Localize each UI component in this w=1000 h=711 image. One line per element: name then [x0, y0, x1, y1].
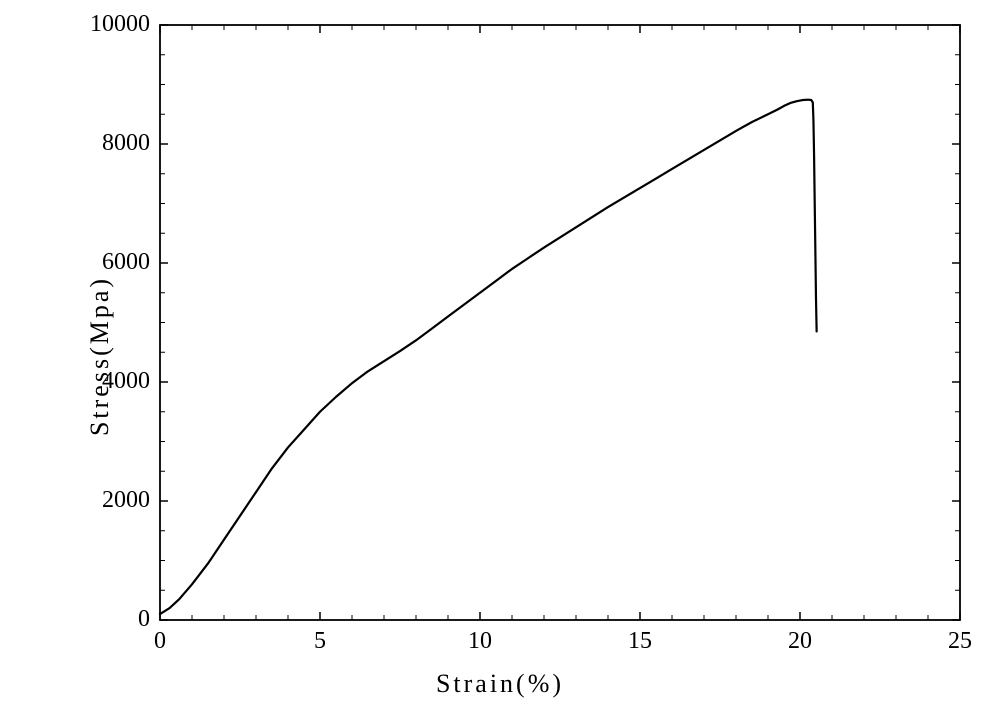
y-tick-label: 2000 [80, 487, 150, 514]
x-tick-label: 10 [468, 628, 492, 655]
y-tick-label: 0 [80, 606, 150, 633]
chart-svg [0, 0, 1000, 711]
y-axis-label: Stress(Mpa) [85, 275, 115, 435]
x-tick-label: 25 [948, 628, 972, 655]
series-stress-strain [160, 100, 817, 614]
x-tick-label: 5 [314, 628, 326, 655]
stress-strain-chart: Stress(Mpa) Strain(%) 0 5 10 15 20 25 0 2000 400… [0, 0, 1000, 711]
x-tick-label: 0 [154, 628, 166, 655]
y-tick-label: 4000 [80, 368, 150, 395]
x-tick-label: 15 [628, 628, 652, 655]
x-axis-label: Strain(%) [436, 669, 564, 699]
y-tick-label: 8000 [80, 130, 150, 157]
x-tick-label: 20 [788, 628, 812, 655]
y-tick-label: 10000 [80, 11, 150, 38]
y-tick-label: 6000 [80, 249, 150, 276]
